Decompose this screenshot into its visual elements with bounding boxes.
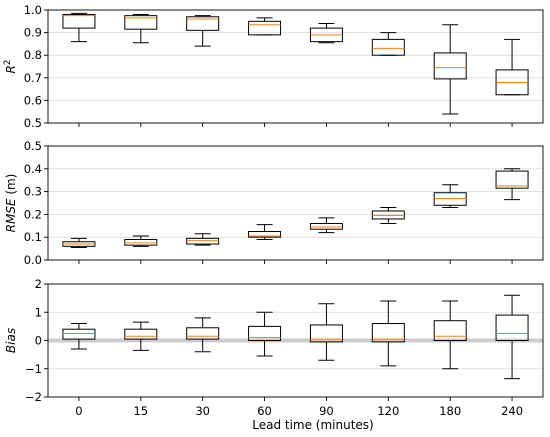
box-15 (124, 14, 158, 44)
iqr-box (495, 314, 529, 342)
box-180 (433, 300, 467, 370)
iqr-box (186, 237, 220, 245)
iqr-box (371, 323, 405, 343)
iqr-box (124, 15, 158, 30)
box-240 (495, 38, 529, 96)
axes-frame (47, 145, 544, 261)
box-15 (124, 321, 158, 351)
iqr-box (309, 223, 343, 230)
y-tick-label: 0.8 (24, 48, 42, 62)
y-tick-label: 0.7 (24, 71, 42, 85)
box-240 (495, 168, 529, 201)
iqr-box (62, 328, 96, 340)
box-90 (309, 217, 343, 234)
box-0 (62, 237, 96, 248)
box-30 (186, 233, 220, 246)
box-180 (433, 24, 467, 115)
box-180 (433, 184, 467, 209)
iqr-box (433, 52, 467, 80)
y-tick-label: 2 (35, 277, 42, 291)
box-90 (309, 303, 343, 361)
y-tick-label: 1 (35, 305, 42, 319)
iqr-box (371, 210, 405, 220)
iqr-box (124, 238, 158, 246)
x-tick-label: 180 (439, 404, 461, 418)
x-tick-label: 120 (377, 404, 399, 418)
iqr-box (62, 14, 96, 29)
iqr-box (495, 170, 529, 189)
y-tick-label: 0.5 (24, 116, 42, 130)
iqr-box (248, 231, 282, 238)
x-axis-label: Lead time (minutes) (252, 418, 374, 432)
y-tick-label: 0.0 (24, 253, 42, 267)
box-30 (186, 15, 220, 47)
y-tick-label: 0.6 (24, 93, 42, 107)
iqr-box (186, 327, 220, 340)
iqr-box (186, 16, 220, 31)
y-tick-label: 1.0 (24, 3, 42, 17)
panel-1: 0.5 0.6 0.7 0.8 0.9 1.0 R2 (3, 3, 544, 130)
iqr-box (248, 20, 282, 36)
box-240 (495, 294, 529, 380)
box-90 (309, 23, 343, 44)
x-tick-label: 0 (75, 404, 82, 418)
iqr-box (248, 325, 282, 341)
box-120 (371, 207, 405, 225)
y-tick-label: 0.5 (24, 139, 42, 153)
x-tick-label: 240 (501, 404, 523, 418)
box-120 (371, 32, 405, 56)
y-tick-label: −1 (25, 362, 42, 376)
y-axis-label: R2 (3, 59, 18, 73)
y-axis-label: Bias (4, 328, 18, 353)
x-tick-label: 90 (319, 404, 334, 418)
y-tick-label: 0 (35, 334, 42, 348)
iqr-box (433, 320, 467, 342)
axes-frame (47, 9, 544, 124)
x-tick-label: 30 (195, 404, 210, 418)
box-60 (248, 224, 282, 240)
box-120 (371, 300, 405, 367)
y-tick-label: 0.9 (24, 26, 42, 40)
panel-2: 0.0 0.1 0.2 0.3 0.4 0.5 RMSE (m) (4, 139, 544, 267)
y-axis-label: RMSE (m) (4, 174, 18, 233)
panel-3: −2 −1 0 1 2 Bias (4, 277, 544, 404)
box-60 (248, 311, 282, 357)
y-tick-label: −2 (25, 390, 42, 404)
iqr-box (309, 324, 343, 343)
box-0 (62, 323, 96, 350)
x-tick-label: 60 (257, 404, 272, 418)
y-tick-label: 0.3 (24, 185, 42, 199)
box-60 (248, 17, 282, 36)
box-15 (124, 235, 158, 247)
x-tick-label: 15 (133, 404, 148, 418)
y-tick-label: 0.4 (24, 162, 42, 176)
iqr-box (124, 328, 158, 340)
y-tick-label: 0.2 (24, 207, 42, 221)
iqr-box (433, 192, 467, 206)
box-30 (186, 317, 220, 353)
box-0 (62, 12, 96, 43)
y-tick-label: 0.1 (24, 230, 42, 244)
iqr-box (371, 38, 405, 56)
